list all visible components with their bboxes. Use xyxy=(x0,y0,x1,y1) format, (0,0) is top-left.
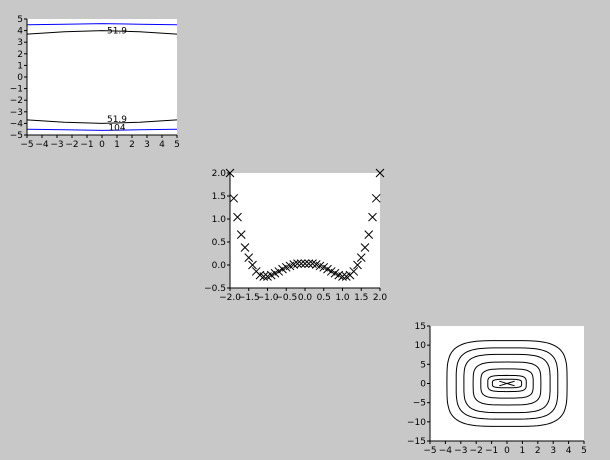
x-tick-label: 0.0 xyxy=(298,293,313,303)
x-tick-label: 2.0 xyxy=(373,293,388,303)
y-tick-label: 0.5 xyxy=(212,238,226,248)
y-tick-label: 1.0 xyxy=(212,215,227,225)
x-tick-label: −1.5 xyxy=(238,293,260,303)
y-tick-label: 1 xyxy=(17,61,23,71)
y-tick-label: −0.5 xyxy=(204,284,226,294)
series-line-2 xyxy=(26,119,178,124)
y-tick-label: 15 xyxy=(415,322,426,332)
plot-area xyxy=(27,19,177,135)
y-tick-label: −15 xyxy=(407,437,426,447)
y-tick-label: 3 xyxy=(17,38,23,48)
data-point-39 xyxy=(371,193,381,203)
contour-plot-top-left: −5 −4 −3 −2 −1 0 1 2 3 4 5−5−4−3−2−101234551.951.9… xyxy=(10,15,180,150)
data-point-35 xyxy=(356,253,366,262)
x-tick-label: −1 xyxy=(485,446,498,456)
data-point-2 xyxy=(233,212,242,222)
y-tick-label: −3 xyxy=(10,108,23,118)
y-tick-label: 2 xyxy=(17,50,23,60)
y-tick-label: 10 xyxy=(415,341,427,351)
data-point-36 xyxy=(360,243,370,252)
x-tick-label: 1 xyxy=(520,446,526,456)
y-tick-label: −2 xyxy=(10,96,23,106)
data-point-26 xyxy=(323,264,332,274)
data-point-33 xyxy=(349,267,359,276)
series-line-1 xyxy=(26,30,178,35)
data-point-4 xyxy=(240,243,250,252)
contour-center-mark xyxy=(499,380,515,387)
plot-area xyxy=(230,173,380,288)
series-line-0 xyxy=(26,23,178,26)
x-tick-label: −2 xyxy=(65,140,78,150)
y-tick-label: 1.5 xyxy=(212,192,226,202)
y-tick-label: −4 xyxy=(10,119,24,129)
level-label-1: 51.9 xyxy=(107,115,127,125)
y-tick-label: 0 xyxy=(420,380,426,390)
x-tick-label: −4 xyxy=(439,446,453,456)
x-tick-label: 0 xyxy=(504,446,510,456)
x-tick-label: 5 xyxy=(174,140,180,150)
y-tick-label: −10 xyxy=(407,418,426,428)
y-tick-label: −1 xyxy=(10,85,23,95)
data-point-9 xyxy=(259,272,269,281)
contour-line-1 xyxy=(455,347,559,420)
y-tick-label: 0 xyxy=(17,73,23,83)
y-tick-label: 5 xyxy=(17,15,23,25)
x-tick-label: 4 xyxy=(159,140,165,150)
data-point-5 xyxy=(244,253,254,262)
x-tick-label: −0.5 xyxy=(275,293,297,303)
x-tick-label: −1 xyxy=(80,140,93,150)
x-tick-label: −2.0 xyxy=(219,293,241,303)
data-point-21 xyxy=(304,259,314,268)
x-tick-label: −3 xyxy=(50,140,63,150)
x-tick-label: 1 xyxy=(114,140,120,150)
data-point-0 xyxy=(225,168,235,178)
data-point-40 xyxy=(375,168,385,178)
y-tick-label: 0.0 xyxy=(212,261,227,271)
x-tick-label: −2 xyxy=(470,446,483,456)
x-tick-label: −3 xyxy=(454,446,467,456)
data-point-6 xyxy=(248,260,257,270)
data-point-18 xyxy=(293,259,302,268)
x-tick-label: 0.5 xyxy=(317,293,331,303)
y-tick-label: 4 xyxy=(17,27,23,37)
data-point-3 xyxy=(236,230,246,239)
contour-line-4 xyxy=(480,368,534,399)
x-tick-label: 5 xyxy=(581,446,587,456)
x-tick-label: −1.0 xyxy=(257,293,279,303)
x-tick-label: 1.5 xyxy=(354,293,368,303)
x-tick-label: 4 xyxy=(566,446,572,456)
data-point-30 xyxy=(338,272,347,281)
x-tick-label: −5 xyxy=(423,446,436,456)
y-tick-label: −5 xyxy=(413,399,426,409)
scatter-plot-center: −2.0−1.5−1.0−0.5 0.0 0.5 1.0 1.5 2.0−0.50.00.… xyxy=(204,168,388,303)
x-tick-label: 3 xyxy=(550,446,556,456)
x-tick-label: −5 xyxy=(20,140,33,150)
x-tick-label: 3 xyxy=(144,140,150,150)
data-point-38 xyxy=(368,212,377,222)
x-tick-label: 2 xyxy=(535,446,541,456)
series-line-3 xyxy=(26,128,178,131)
data-point-19 xyxy=(296,259,306,268)
y-tick-label: −5 xyxy=(10,131,23,141)
contour-line-0 xyxy=(446,340,568,427)
contour-line-5 xyxy=(487,374,527,393)
y-tick-label: 2.0 xyxy=(212,169,227,179)
contour-line-6 xyxy=(491,378,523,389)
data-point-1 xyxy=(229,193,239,203)
x-tick-label: 0 xyxy=(99,140,105,150)
level-label-0: 51.9 xyxy=(107,27,127,37)
x-tick-label: 1.0 xyxy=(335,293,350,303)
data-point-20 xyxy=(300,259,310,268)
data-point-34 xyxy=(353,260,362,270)
contour-line-3 xyxy=(472,361,542,406)
data-point-13 xyxy=(274,267,284,276)
x-tick-label: 2 xyxy=(129,140,135,150)
data-point-37 xyxy=(364,230,374,239)
y-tick-label: 5 xyxy=(420,360,426,370)
contour-line-2 xyxy=(463,353,551,414)
x-tick-label: −4 xyxy=(35,140,49,150)
level-label-2: 104 xyxy=(108,123,125,133)
